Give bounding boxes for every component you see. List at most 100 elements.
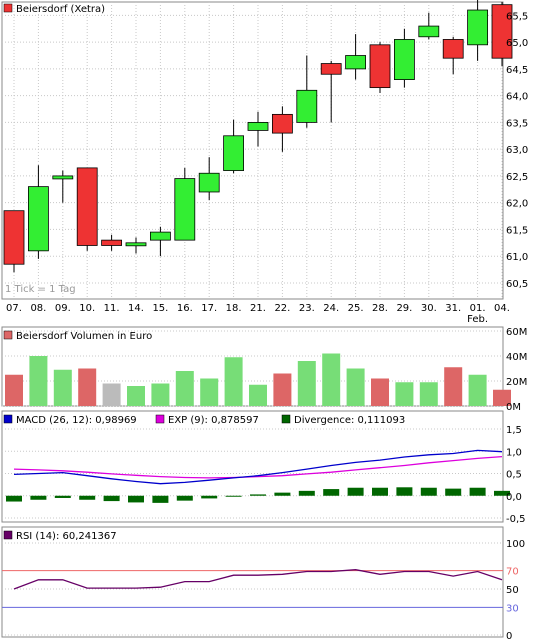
volume-y-tick: 40M (506, 352, 527, 363)
volume-bar (468, 374, 487, 406)
divergence-bar (250, 494, 266, 496)
macd-y-tick: 0,0 (506, 492, 522, 503)
price-grid (2, 2, 503, 299)
divergence-bar (201, 495, 218, 499)
candle-body (101, 239, 122, 246)
divergence-bar (347, 487, 364, 496)
volume-panel: Beiersdorf Volumen in Euro 60M 40M 20M 0M (1, 326, 527, 413)
macd-y-axis: 1,5 1,0 0,5 0,0 -0,5 (506, 425, 526, 525)
divergence-bar (469, 487, 486, 496)
volume-legend-swatch (3, 330, 13, 340)
divergence-bar (494, 490, 510, 496)
volume-bar (224, 357, 243, 406)
candle-body (320, 63, 342, 75)
price-candles (3, 0, 513, 273)
divergence-bar (420, 487, 437, 496)
divergence-bar (323, 489, 340, 496)
rsi-legend-swatch (3, 530, 13, 540)
volume-bar (29, 356, 48, 406)
rsi-y-tick: 30 (506, 603, 519, 614)
volume-bar (346, 368, 365, 406)
price-y-tick: 63,0 (506, 145, 528, 156)
price-y-tick: 60,5 (506, 279, 528, 290)
volume-bar (444, 367, 463, 406)
volume-y-tick: 60M (506, 327, 527, 338)
volume-bar (78, 368, 97, 406)
divergence-bar (6, 495, 22, 502)
price-frame (1, 1, 504, 300)
divergence-legend: Divergence: 0,111093 (294, 415, 405, 426)
price-y-tick: 62,5 (506, 172, 528, 183)
rsi-y-tick: 70 (506, 567, 519, 578)
price-y-axis: 65,5 65,0 64,5 64,0 63,5 63,0 62,5 62,0 61,5 61,0… (506, 11, 528, 290)
macd-y-tick: 1,0 (506, 447, 522, 458)
volume-bar (371, 378, 389, 406)
divergence-bar (152, 495, 169, 503)
volume-bar (53, 369, 72, 406)
volume-bars (5, 353, 511, 406)
macd-panel: MACD (26, 12): 0,98969 EXP (9): 0,878597… (1, 410, 526, 525)
rsi-line (13, 569, 503, 590)
price-x-tick: 08. (30, 303, 46, 314)
volume-bar (102, 383, 121, 406)
tick-note: 1 Tick = 1 Tag (5, 284, 76, 295)
divergence-bars (6, 487, 510, 503)
price-x-tick: 23. (299, 303, 315, 314)
candle-body (491, 4, 513, 59)
volume-bar (419, 382, 438, 406)
divergence-bar (372, 487, 388, 496)
price-x-tick: 17. (201, 303, 217, 314)
price-x-tick: 24. (323, 303, 339, 314)
candle-body (247, 122, 269, 131)
volume-bar (322, 353, 341, 406)
price-x-tick: 18. (226, 303, 242, 314)
volume-y-tick: 20M (506, 377, 527, 388)
candle-body (418, 25, 440, 38)
exp-legend: EXP (9): 0,878597 (168, 415, 259, 426)
divergence-bar (30, 495, 47, 500)
divergence-legend-swatch (281, 414, 291, 424)
divergence-bar (176, 495, 193, 501)
candle-body (27, 186, 49, 252)
macd-y-tick: 0,5 (506, 470, 522, 481)
price-x-tick: 16. (177, 303, 193, 314)
price-x-tick: 04. (494, 303, 510, 314)
price-x-tick: 11. (104, 303, 120, 314)
price-x-tick: 14. (128, 303, 144, 314)
divergence-bar (298, 490, 315, 496)
rsi-grid (2, 542, 503, 636)
price-x-tick: 07. (6, 303, 22, 314)
volume-bar (175, 371, 194, 406)
rsi-legend: RSI (14): 60,241367 (16, 531, 117, 542)
candle-body (76, 167, 98, 246)
price-panel: Beiersdorf (Xetra) 1 Tick = 1 Tag 65,565… (1, 0, 528, 325)
divergence-bar (103, 495, 120, 502)
price-legend: Beiersdorf (Xetra) (16, 4, 105, 15)
candle-body (442, 39, 464, 59)
price-x-tick: 28. (372, 303, 388, 314)
volume-bar (127, 386, 145, 406)
candle-body (149, 231, 171, 241)
candle-body (369, 44, 391, 89)
volume-bar (200, 378, 219, 406)
candle-body (125, 242, 147, 247)
divergence-bar (445, 488, 462, 496)
month-label: Feb. (467, 314, 488, 325)
volume-bar (297, 361, 316, 406)
price-x-tick: 29. (396, 303, 412, 314)
volume-bar (249, 384, 267, 406)
macd-frame (1, 410, 504, 523)
rsi-panel: RSI (14): 60,241367 100 70 50 30 0 (1, 526, 525, 641)
price-legend-swatch (3, 3, 13, 13)
divergence-bar (79, 495, 96, 500)
macd-legend: MACD (26, 12): 0,98969 (16, 415, 137, 426)
exp-line (13, 455, 503, 479)
divergence-bar (225, 495, 242, 497)
volume-y-tick: 0M (506, 402, 521, 413)
macd-y-tick: 1,5 (506, 425, 522, 436)
price-x-tick: 30. (421, 303, 437, 314)
price-y-tick: 65,0 (506, 38, 528, 49)
rsi-y-tick: 0 (506, 631, 512, 641)
